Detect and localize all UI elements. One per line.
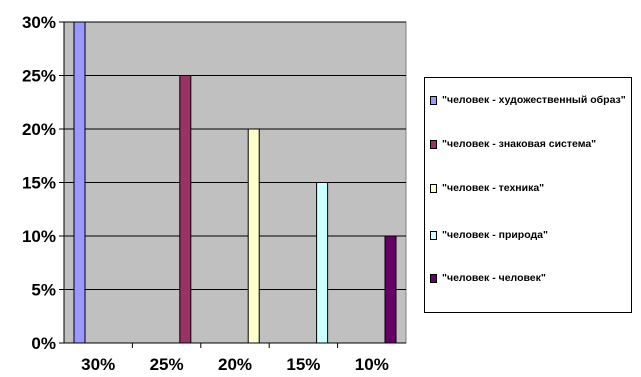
- legend-swatch: [430, 231, 437, 240]
- legend-swatch: [430, 184, 437, 193]
- x-tick-label: 15%: [286, 355, 320, 374]
- legend-item: "человек - техника": [430, 182, 628, 194]
- legend-label: "человек - художественный образ": [442, 94, 626, 106]
- y-tick-label: 0%: [31, 334, 56, 353]
- legend-label: "человек - знаковая система": [442, 138, 597, 150]
- legend-label: "человек - человек": [442, 272, 546, 284]
- x-tick-label: 20%: [218, 355, 252, 374]
- x-tick-label: 30%: [81, 355, 115, 374]
- bar: [247, 128, 260, 344]
- y-tick-label: 5%: [31, 281, 56, 300]
- legend-swatch: [430, 274, 437, 283]
- y-tick-label: 20%: [22, 120, 56, 139]
- bar: [179, 75, 192, 344]
- y-tick-label: 15%: [22, 174, 56, 193]
- legend-item: "человек - природа": [430, 229, 628, 241]
- y-tick-label: 25%: [22, 67, 56, 86]
- x-tick-label: 25%: [150, 355, 184, 374]
- legend-label: "человек - техника": [442, 182, 545, 194]
- bar: [384, 235, 397, 344]
- x-tick-label: 10%: [355, 355, 389, 374]
- legend: "человек - художественный образ" "человек…: [424, 77, 632, 313]
- legend-swatch: [430, 140, 437, 149]
- legend-item: "человек - человек": [430, 272, 628, 284]
- legend-label: "человек - природа": [442, 229, 548, 241]
- bar: [73, 21, 86, 344]
- y-tick-label: 30%: [22, 13, 56, 32]
- y-tick-label: 10%: [22, 227, 56, 246]
- bar: [316, 182, 329, 344]
- legend-item: "человек - знаковая система": [430, 138, 628, 150]
- legend-swatch: [430, 96, 437, 105]
- legend-item: "человек - художественный образ": [430, 94, 628, 106]
